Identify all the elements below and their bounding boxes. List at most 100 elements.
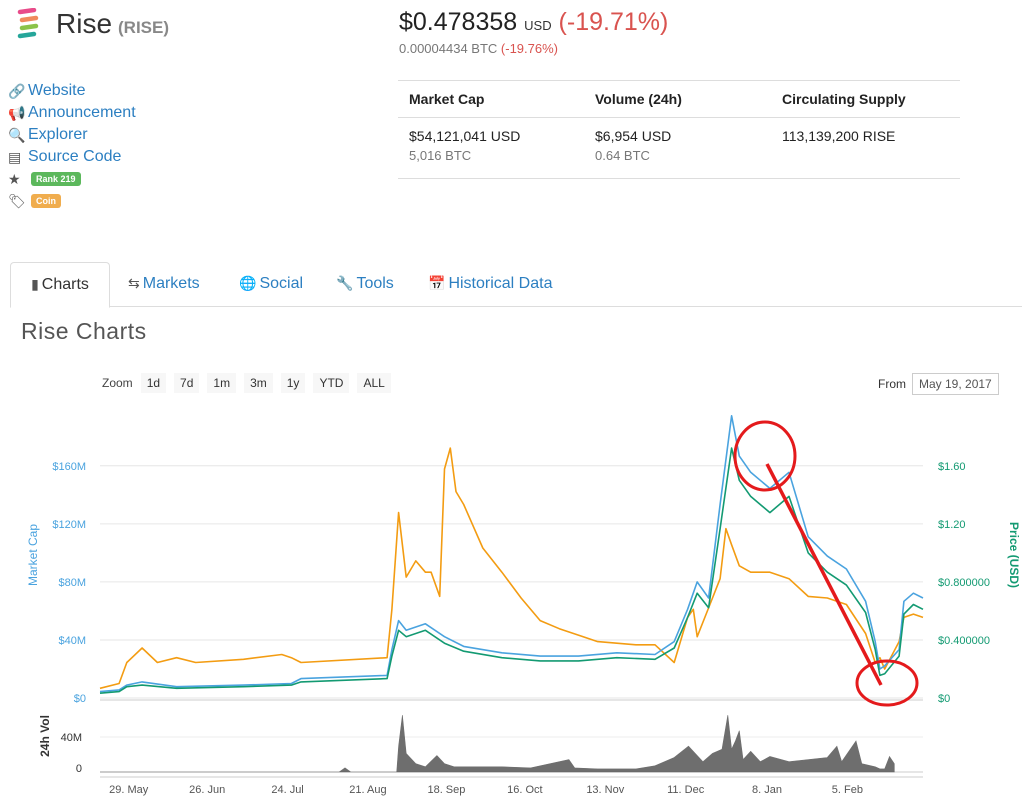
market-cap-axis-label: Market Cap	[26, 524, 40, 586]
explorer-link[interactable]: 🔍 Explorer	[8, 124, 136, 146]
series-layer	[99, 415, 924, 694]
market-cap-header: Market Cap	[409, 91, 485, 107]
bottom-circle	[855, 659, 919, 707]
price-axis: $0 $0.400000 $0.800000 $1.20 $1.60	[938, 461, 990, 705]
supply-cell: 113,139,200 RISE	[782, 128, 952, 178]
market-cap-tick-label: $160M	[52, 461, 86, 473]
stats-values-row: $54,121,041 USD 5,016 BTC $6,954 USD 0.6…	[398, 117, 960, 179]
x-tick-label: 16. Oct	[507, 784, 542, 796]
zoom-ytd-button[interactable]: YTD	[313, 373, 350, 393]
from-label: From	[878, 377, 906, 391]
chart-grid	[100, 465, 923, 701]
series-line-market-cap	[99, 415, 924, 693]
volume-tick-label: 40M	[61, 732, 82, 744]
globe-icon: 🌐	[239, 275, 257, 291]
source-code-link-label[interactable]: Source Code	[28, 148, 122, 165]
announcement-link[interactable]: 📢 Announcement	[8, 102, 136, 124]
link-icon: 🔗	[8, 82, 26, 99]
price-btc: 0.00004434 BTC	[399, 41, 498, 56]
x-tick-label: 13. Nov	[586, 784, 624, 796]
volume-axis-label: 24h Vol	[38, 715, 52, 757]
exchange-icon: ⇆	[128, 275, 140, 291]
hdd-icon: ▤	[8, 148, 22, 165]
market-cap-tick-label: $120M	[52, 519, 86, 531]
coin-symbol: (RISE)	[118, 18, 169, 37]
tag-icon: 🏷	[8, 192, 26, 209]
x-tick-label: 18. Sep	[427, 784, 465, 796]
peak-circle	[733, 420, 797, 492]
x-axis: 29. May 26. Jun 24. Jul 21. Aug 18. Sep 16. O…	[100, 776, 923, 796]
volume-btc: 0.64 BTC	[595, 148, 650, 163]
volume-header: Volume (24h)	[595, 91, 682, 107]
zoom-1y-button[interactable]: 1y	[280, 373, 306, 393]
series-line-price-usd	[99, 447, 924, 694]
tab-markets[interactable]: ⇆ Markets	[128, 262, 200, 305]
stats-table: Market Cap Volume (24h) Circulating Supp…	[398, 80, 960, 179]
x-tick-label: 21. Aug	[349, 784, 386, 796]
from-date-input[interactable]: May 19, 2017	[912, 373, 999, 395]
zoom-1m-button[interactable]: 1m	[207, 373, 237, 393]
volume-tick-label: 0	[76, 763, 82, 775]
explorer-link-label[interactable]: Explorer	[28, 126, 88, 143]
circulating-supply: 113,139,200 RISE	[782, 128, 896, 144]
price-tick-label: $0.400000	[938, 635, 990, 647]
rank-badge: Rank 219	[31, 172, 81, 186]
zoom-3m-button[interactable]: 3m	[244, 373, 273, 393]
x-tick-label: 5. Feb	[832, 784, 863, 796]
market-cap-btc: 5,016 BTC	[409, 148, 472, 163]
bar-chart-icon: ▮	[31, 276, 39, 292]
stats-header-row: Market Cap Volume (24h) Circulating Supp…	[398, 80, 960, 117]
announcement-link-label[interactable]: Announcement	[28, 104, 136, 121]
tab-tools[interactable]: 🔧 Tools	[336, 262, 394, 305]
rank-row: ★ Rank 219	[8, 168, 136, 190]
zoom-all-button[interactable]: ALL	[357, 373, 391, 393]
price-btc-change: (-19.76%)	[500, 41, 558, 56]
coin-name: Rise	[56, 8, 113, 39]
x-tick-label: 11. Dec	[667, 784, 705, 796]
search-icon: 🔍	[8, 126, 26, 143]
zoom-7d-button[interactable]: 7d	[174, 373, 200, 393]
zoom-label: Zoom	[102, 376, 133, 390]
x-tick-label: 26. Jun	[189, 784, 225, 796]
price-tick-label: $0	[938, 693, 950, 705]
tab-tools-label: Tools	[356, 275, 394, 292]
price-usd-change: (-19.71%)	[558, 8, 669, 36]
market-cap-tick-label: $0	[74, 693, 86, 705]
tab-social[interactable]: 🌐 Social	[239, 262, 303, 305]
coin-logo	[17, 8, 39, 39]
tab-markets-label: Markets	[142, 275, 200, 292]
market-cap-usd: $54,121,041 USD	[409, 128, 521, 144]
x-tick-label: 29. May	[109, 784, 149, 796]
zoom-controls: Zoom 1d 7d 1m 3m 1y YTD ALL	[102, 373, 399, 393]
coin-links: 🔗 Website 📢 Announcement 🔍 Explorer ▤ So…	[8, 80, 136, 212]
market-cap-axis: $0 $40M $80M $120M $160M	[52, 461, 86, 705]
price-chart[interactable]: $0 $40M $80M $120M $160M $0 $0.400000 $0.80000…	[0, 400, 1022, 812]
annotation-layer	[733, 420, 919, 707]
price-btc-block: 0.00004434 BTC (-19.76%)	[399, 41, 558, 56]
x-tick-label: 8. Jan	[752, 784, 782, 796]
tab-charts[interactable]: ▮ Charts	[10, 262, 110, 308]
source-code-link[interactable]: ▤ Source Code	[8, 146, 136, 168]
bullhorn-icon: 📢	[8, 104, 26, 121]
price-usd-block: $0.478358 USD (-19.71%)	[399, 8, 668, 37]
chart-title: Rise Charts	[21, 318, 147, 344]
price-usd-unit: USD	[524, 18, 552, 33]
decline-line	[765, 463, 883, 686]
tab-historical-data[interactable]: 📅 Historical Data	[428, 262, 552, 305]
volume-cell: $6,954 USD 0.64 BTC	[595, 128, 782, 178]
tab-historical-data-label: Historical Data	[448, 275, 553, 292]
volume-usd: $6,954 USD	[595, 128, 672, 144]
volume-area	[100, 715, 895, 773]
website-link[interactable]: 🔗 Website	[8, 80, 136, 102]
price-axis-label: Price (USD)	[1007, 522, 1021, 588]
wrench-icon: 🔧	[336, 275, 354, 291]
website-link-label[interactable]: Website	[28, 82, 86, 99]
price-tick-label: $0.800000	[938, 577, 990, 589]
date-range-from: From May 19, 2017	[878, 373, 999, 395]
series-line-price-btc	[99, 447, 924, 690]
calendar-icon: 📅	[428, 275, 446, 291]
price-usd: $0.478358	[399, 8, 518, 36]
x-tick-label: 24. Jul	[271, 784, 303, 796]
zoom-1d-button[interactable]: 1d	[140, 373, 167, 393]
supply-header: Circulating Supply	[782, 91, 906, 107]
